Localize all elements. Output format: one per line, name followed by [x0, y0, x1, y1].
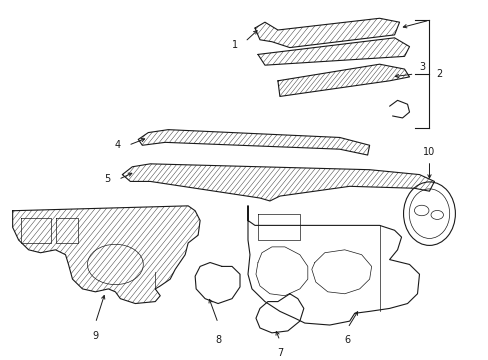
Text: 10: 10	[423, 147, 435, 157]
Text: 6: 6	[344, 335, 350, 345]
Text: 4: 4	[114, 140, 120, 150]
Text: 5: 5	[104, 175, 110, 184]
Text: 2: 2	[436, 69, 442, 79]
Text: 3: 3	[419, 62, 425, 72]
Text: 9: 9	[92, 331, 98, 341]
Text: 8: 8	[215, 335, 221, 345]
Text: 1: 1	[231, 40, 238, 50]
Text: 7: 7	[276, 348, 283, 359]
